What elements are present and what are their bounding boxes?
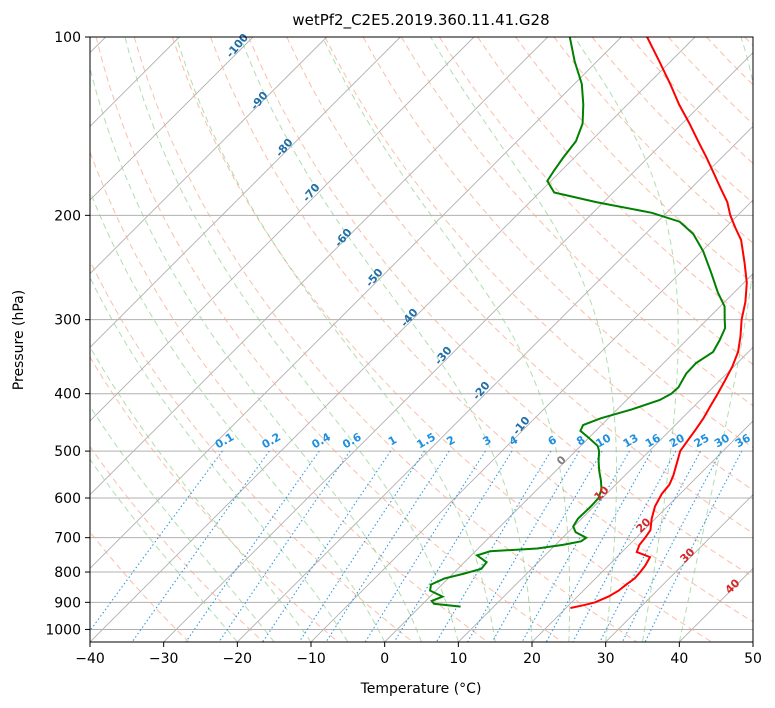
y-tick-label: 1000 (45, 622, 81, 638)
y-tick-label: 600 (54, 491, 81, 507)
isotherm-line (605, 494, 753, 642)
isotherm-line (90, 37, 475, 422)
chart-title: wetPf2_C2E5.2019.360.11.41.G28 (292, 11, 549, 30)
mixing-ratio-line (545, 450, 653, 642)
isotherm-line (163, 52, 753, 642)
mixing-ratio-line (621, 450, 722, 642)
dry-adiabat-line (90, 356, 339, 642)
x-tick-label: 10 (449, 651, 467, 667)
dry-adiabat-line (133, 37, 638, 642)
y-tick-label: 900 (54, 595, 81, 611)
mixing-ratio-line (599, 450, 701, 642)
x-tick-label: 20 (523, 651, 541, 667)
moist-adiabat-line (90, 276, 349, 642)
moist-adiabat-line (322, 37, 571, 642)
isotherm-line (90, 37, 327, 275)
dry-adiabat-line (90, 445, 264, 642)
dry-adiabat-line (324, 37, 753, 491)
y-axis-label: Pressure (hPa) (11, 290, 27, 390)
moist-adiabat-line (175, 37, 496, 642)
x-tick-label: 50 (744, 651, 762, 667)
y-tick-label: 100 (54, 30, 81, 46)
x-tick-label: −30 (149, 651, 179, 667)
mixing-ratio-line (644, 450, 743, 642)
dry-adiabat-line (286, 37, 753, 534)
y-tick-label: 700 (54, 531, 81, 547)
isotherm-line (90, 37, 401, 348)
isotherm-line (458, 346, 753, 642)
mixing-ratio-line (90, 450, 223, 632)
moist-adiabat-line (90, 65, 422, 642)
y-tick-label: 800 (54, 565, 81, 581)
moist-adiabat-line (124, 37, 459, 642)
mixing-ratio-line (262, 450, 392, 642)
mixing-ratio-line (298, 450, 425, 642)
moist-adiabat-line (90, 405, 275, 642)
isotherm-line (384, 273, 753, 642)
x-tick-label: −20 (223, 651, 253, 667)
mixing-ratio-line (218, 450, 351, 642)
y-tick-label: 200 (54, 208, 81, 224)
isotherm-line (90, 37, 622, 569)
moist-adiabat-line (90, 458, 238, 642)
y-tick-label: 400 (54, 387, 81, 403)
mixing-ratio-line (185, 450, 320, 642)
dry-adiabat-line (90, 259, 414, 642)
mixing-ratio-line (491, 450, 603, 642)
plot-frame (89, 36, 754, 643)
background-lines (90, 37, 753, 642)
dewpoint-profile-line (429, 37, 727, 608)
dry-adiabat-line (438, 37, 753, 366)
dry-adiabat-line (171, 37, 712, 642)
moist-adiabat-line (678, 37, 753, 642)
isotherm-line (531, 420, 753, 642)
moist-adiabat-line (90, 345, 312, 642)
y-tick-label: 300 (54, 313, 81, 329)
temperature-profile-line (570, 37, 748, 609)
moist-adiabat-line (90, 189, 386, 642)
x-axis-label: Temperature (°C) (360, 681, 482, 697)
y-tick-label: 500 (54, 444, 81, 460)
isotherm-line (90, 37, 254, 201)
y-axis-ticks: 100 200 300 400 500 600 700 800 900 1000 (45, 30, 90, 638)
mixing-ratio-line (572, 450, 677, 642)
dry-adiabat-line (95, 37, 563, 642)
profile-lines (429, 37, 748, 609)
mixing-ratio-line (393, 450, 513, 642)
dry-adiabat-line (210, 37, 753, 623)
mixing-ratio-line (521, 450, 630, 642)
isotherm-line (90, 37, 548, 496)
x-tick-label: 40 (670, 651, 688, 667)
x-tick-label: 30 (597, 651, 615, 667)
isotherm-line (237, 125, 753, 642)
moist-adiabat-line (239, 37, 533, 642)
x-tick-label: −10 (296, 651, 326, 667)
moist-adiabat-line (430, 37, 617, 642)
dry-adiabat-line (477, 37, 753, 325)
x-tick-label: 0 (380, 651, 389, 667)
x-tick-label: −40 (75, 651, 105, 667)
x-axis-ticks: −40 −30 −20 −10 0 10 20 30 40 50 (75, 642, 762, 667)
dry-adiabat-line (248, 37, 753, 578)
moist-adiabat-line (574, 37, 679, 642)
